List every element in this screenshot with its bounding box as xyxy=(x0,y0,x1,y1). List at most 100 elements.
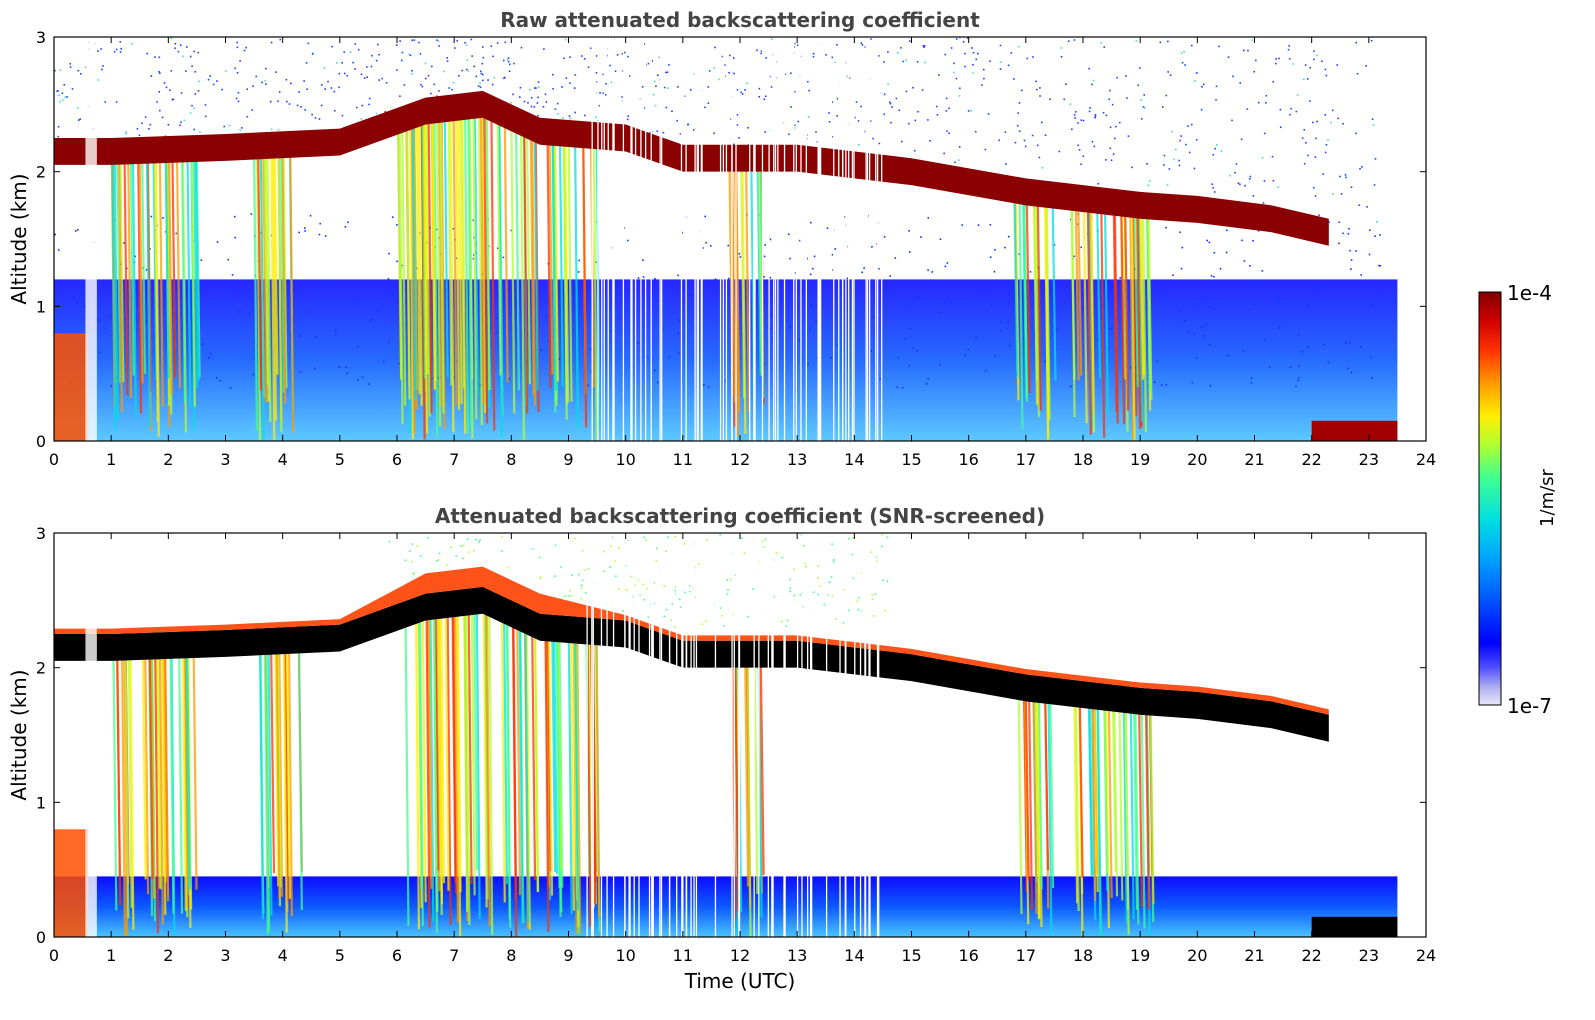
noise-speckle xyxy=(1044,134,1047,136)
noise-speckle xyxy=(967,110,970,112)
noise-speckle xyxy=(881,534,884,536)
noise-speckle xyxy=(502,256,505,259)
noise-speckle xyxy=(1029,271,1032,273)
noise-speckle xyxy=(1211,183,1214,186)
noise-speckle xyxy=(743,552,746,554)
noise-speckle xyxy=(1096,338,1099,341)
x-tick-label: 18 xyxy=(1073,946,1093,965)
noise-speckle xyxy=(355,106,358,109)
noise-speckle xyxy=(856,600,859,603)
noise-speckle xyxy=(580,597,582,600)
noise-speckle xyxy=(848,609,850,612)
noise-speckle xyxy=(962,41,965,43)
noise-speckle xyxy=(399,40,401,42)
noise-speckle xyxy=(1234,171,1236,174)
noise-speckle xyxy=(1135,40,1138,42)
noise-speckle xyxy=(237,91,240,94)
noise-speckle xyxy=(627,539,630,542)
noise-speckle xyxy=(261,81,263,84)
noise-speckle xyxy=(537,86,540,88)
noise-speckle xyxy=(1041,166,1044,169)
noise-speckle xyxy=(396,260,398,263)
noise-speckle xyxy=(769,276,772,279)
noise-speckle xyxy=(324,88,326,90)
y-tick-label: 3 xyxy=(36,524,46,543)
noise-speckle xyxy=(568,115,571,117)
precipitation-streak xyxy=(401,126,407,406)
noise-speckle xyxy=(63,83,66,86)
noise-speckle xyxy=(626,239,629,242)
y-tick-label: 0 xyxy=(36,928,46,947)
noise-speckle xyxy=(145,320,148,322)
noise-speckle xyxy=(697,562,700,565)
precipitation-streak xyxy=(138,157,144,384)
precipitation-streak xyxy=(500,616,506,903)
noise-speckle xyxy=(794,90,796,93)
noise-speckle xyxy=(158,70,160,73)
noise-speckle xyxy=(464,41,466,44)
noise-speckle xyxy=(299,371,302,373)
noise-speckle xyxy=(526,332,529,335)
noise-speckle xyxy=(1272,80,1274,83)
x-tick-label: 12 xyxy=(730,946,750,965)
noise-speckle xyxy=(1069,103,1072,106)
noise-speckle xyxy=(733,72,735,75)
precipitation-streak xyxy=(127,157,133,399)
noise-speckle xyxy=(653,80,656,83)
precipitation-streak xyxy=(417,616,423,891)
noise-speckle xyxy=(1210,275,1213,277)
precipitation-streak xyxy=(112,654,118,911)
noise-speckle xyxy=(834,248,837,250)
noise-speckle xyxy=(999,329,1002,332)
noise-speckle xyxy=(786,619,789,622)
noise-speckle xyxy=(454,47,456,49)
noise-speckle xyxy=(1168,168,1171,170)
precipitation-streak xyxy=(1100,207,1106,438)
noise-speckle xyxy=(1214,307,1217,310)
precipitation-streak xyxy=(467,608,473,885)
noise-speckle xyxy=(1111,103,1114,106)
noise-speckle xyxy=(1008,345,1011,347)
precipitation-streak xyxy=(443,115,449,378)
precipitation-streak xyxy=(1149,708,1155,904)
noise-speckle xyxy=(420,83,422,86)
precipitation-streak xyxy=(116,653,122,906)
noise-speckle xyxy=(298,91,300,93)
noise-speckle xyxy=(989,60,991,62)
noise-speckle xyxy=(872,137,874,140)
noise-speckle xyxy=(584,114,586,117)
noise-speckle xyxy=(1257,282,1260,285)
noise-speckle xyxy=(1355,132,1357,135)
noise-speckle xyxy=(656,381,659,384)
noise-speckle xyxy=(734,574,736,576)
noise-speckle xyxy=(830,576,833,578)
noise-speckle xyxy=(621,53,624,55)
precipitation-streak xyxy=(1088,702,1094,876)
noise-speckle xyxy=(451,88,453,91)
precipitation-streak xyxy=(553,139,559,382)
noise-speckle xyxy=(984,369,987,372)
noise-speckle xyxy=(335,333,337,336)
noise-speckle xyxy=(694,566,696,569)
precipitation-streak xyxy=(567,636,573,915)
noise-speckle xyxy=(642,276,645,278)
noise-speckle xyxy=(581,579,584,582)
precipitation-streak xyxy=(1142,212,1148,433)
noise-speckle xyxy=(595,116,597,119)
noise-speckle xyxy=(870,38,872,40)
noise-speckle xyxy=(908,230,910,232)
precipitation-streak xyxy=(157,652,163,890)
precipitation-streak xyxy=(1051,201,1057,381)
noise-speckle xyxy=(1039,87,1041,89)
noise-speckle xyxy=(1298,365,1301,367)
noise-speckle xyxy=(331,45,333,48)
precipitation-streak xyxy=(194,155,200,381)
precipitation-streak xyxy=(427,117,433,414)
noise-speckle xyxy=(1109,147,1112,150)
x-tick-label: 4 xyxy=(278,946,288,965)
noise-speckle xyxy=(507,60,510,63)
noise-speckle xyxy=(684,591,686,594)
noise-speckle xyxy=(805,565,807,568)
noise-speckle xyxy=(1316,54,1318,57)
noise-speckle xyxy=(1049,98,1051,101)
